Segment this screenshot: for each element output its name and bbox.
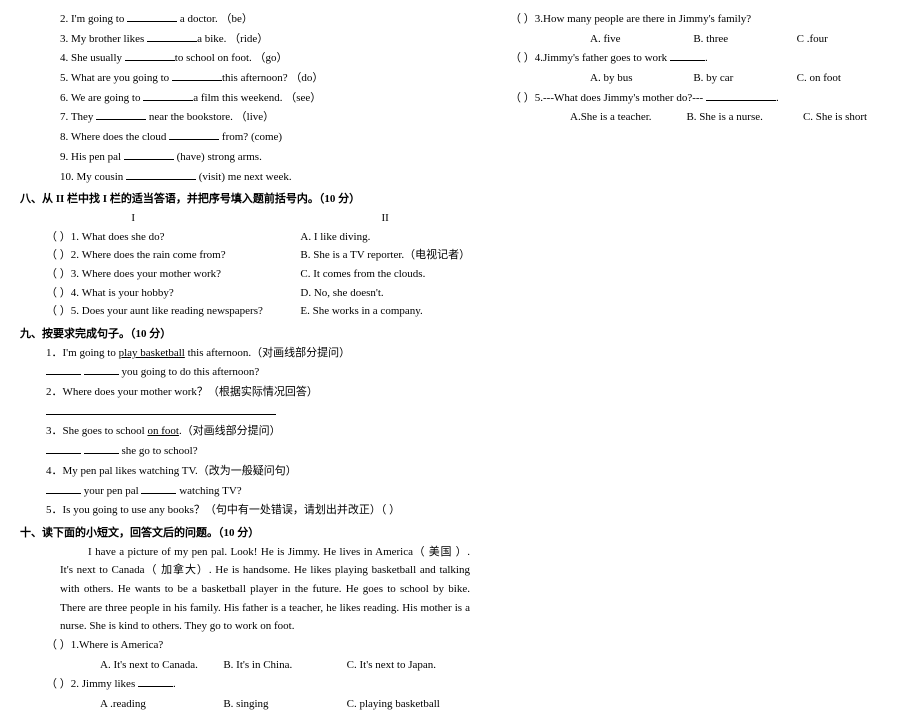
match-header: I II (20, 209, 470, 228)
match-row: （ ）2. Where does the rain come from?B. S… (20, 246, 470, 265)
q10-1: （ ）1.Where is America? (20, 636, 470, 655)
q9-1-ans: you going to do this afternoon? (20, 363, 470, 382)
fill-item: 10. My cousin (visit) me next week. (20, 168, 470, 187)
match-row: （ ）3. Where does your mother work?C. It … (20, 265, 470, 284)
match-row: （ ）4. What is your hobby?D. No, she does… (20, 284, 470, 303)
exam-page: 2. I'm going to a doctor. （be） 3. My bro… (0, 0, 920, 638)
fill-item: 7. They near the bookstore. （live） (20, 108, 470, 127)
q9-3: 3．She goes to school on foot.（对画线部分提问） (20, 422, 470, 441)
fill-item: 9. His pen pal (have) strong arms. (20, 148, 470, 167)
fill-item: 4. She usually to school on foot. （go） (20, 49, 470, 68)
q10-3-opts: A. fiveB. threeC .four (510, 30, 900, 49)
match-row: （ ）5. Does your aunt like reading newspa… (20, 302, 470, 321)
fill-item: 6. We are going to a film this weekend. … (20, 89, 470, 108)
fill-item: 5. What are you going to this afternoon?… (20, 69, 470, 88)
q9-3-ans: she go to school? (20, 442, 470, 461)
q9-4-ans: your pen pal watching TV? (20, 482, 470, 501)
q10-5: （ ）5.---What does Jimmy's mother do?--- … (510, 89, 900, 108)
q9-2: 2．Where does your mother work？（根据实际情况回答） (20, 383, 470, 402)
section-8-title: 八、从 II 栏中找 I 栏的适当答语，并把序号填入题前括号内。（10 分） (20, 190, 470, 209)
right-column: （ ）3.How many people are there in Jimmy'… (500, 10, 900, 628)
fill-item: 2. I'm going to a doctor. （be） (20, 10, 470, 29)
left-column: 2. I'm going to a doctor. （be） 3. My bro… (20, 10, 500, 628)
q9-4: 4．My pen pal likes watching TV.（改为一般疑问句） (20, 462, 470, 481)
passage: I have a picture of my pen pal. Look! He… (20, 543, 470, 636)
fill-item: 8. Where does the cloud from? (come) (20, 128, 470, 147)
section-9-title: 九、按要求完成句子。（10 分） (20, 325, 470, 344)
q10-3: （ ）3.How many people are there in Jimmy'… (510, 10, 900, 29)
q9-1: 1．I'm going to play basketball this afte… (20, 344, 470, 363)
section-10-title: 十、读下面的小短文，回答文后的问题。（10 分） (20, 524, 470, 543)
q10-5-opts: A.She is a teacher.B. She is a nurse.C. … (510, 108, 900, 127)
q10-2-opts: A .readingB. singingC. playing basketbal… (20, 695, 470, 714)
match-row: （ ）1. What does she do?A. I like diving. (20, 228, 470, 247)
q10-1-opts: A. It's next to Canada.B. It's in China.… (20, 656, 470, 675)
section-7-items: 2. I'm going to a doctor. （be） 3. My bro… (20, 10, 470, 186)
q10-4-opts: A. by busB. by carC. on foot (510, 69, 900, 88)
q10-2: （ ）2. Jimmy likes . (20, 675, 470, 694)
fill-item: 3. My brother likes a bike. （ride） (20, 30, 470, 49)
q10-4: （ ）4.Jimmy's father goes to work . (510, 49, 900, 68)
q9-5: 5．Is you going to use any books？（句中有一处错误… (20, 501, 470, 520)
q9-2-ans (20, 403, 470, 422)
